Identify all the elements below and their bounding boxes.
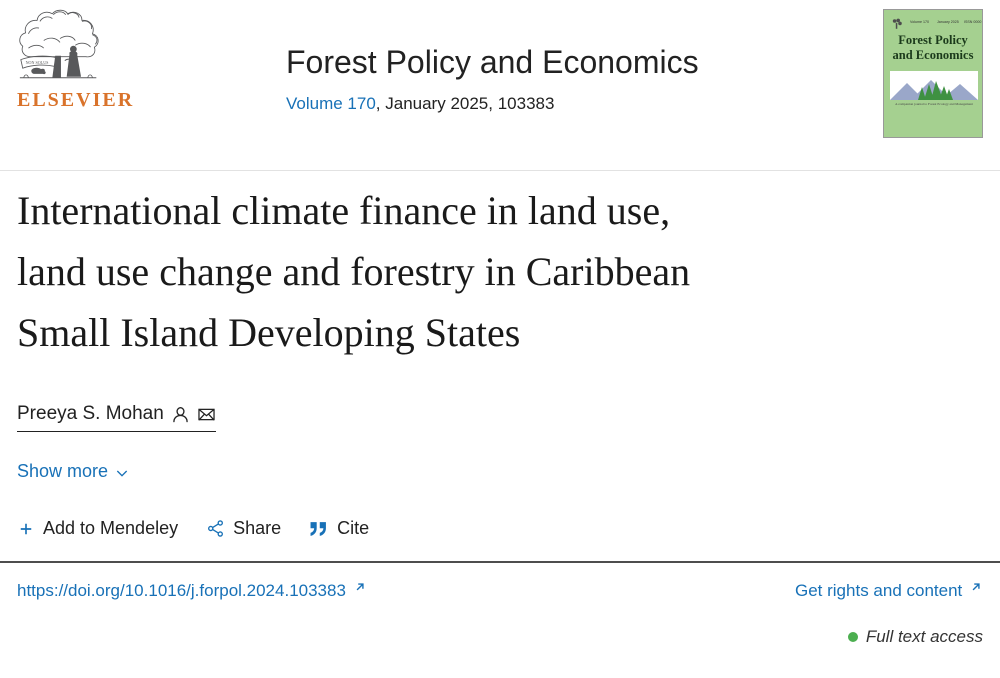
svg-text:NON SOLUS: NON SOLUS	[26, 60, 50, 65]
